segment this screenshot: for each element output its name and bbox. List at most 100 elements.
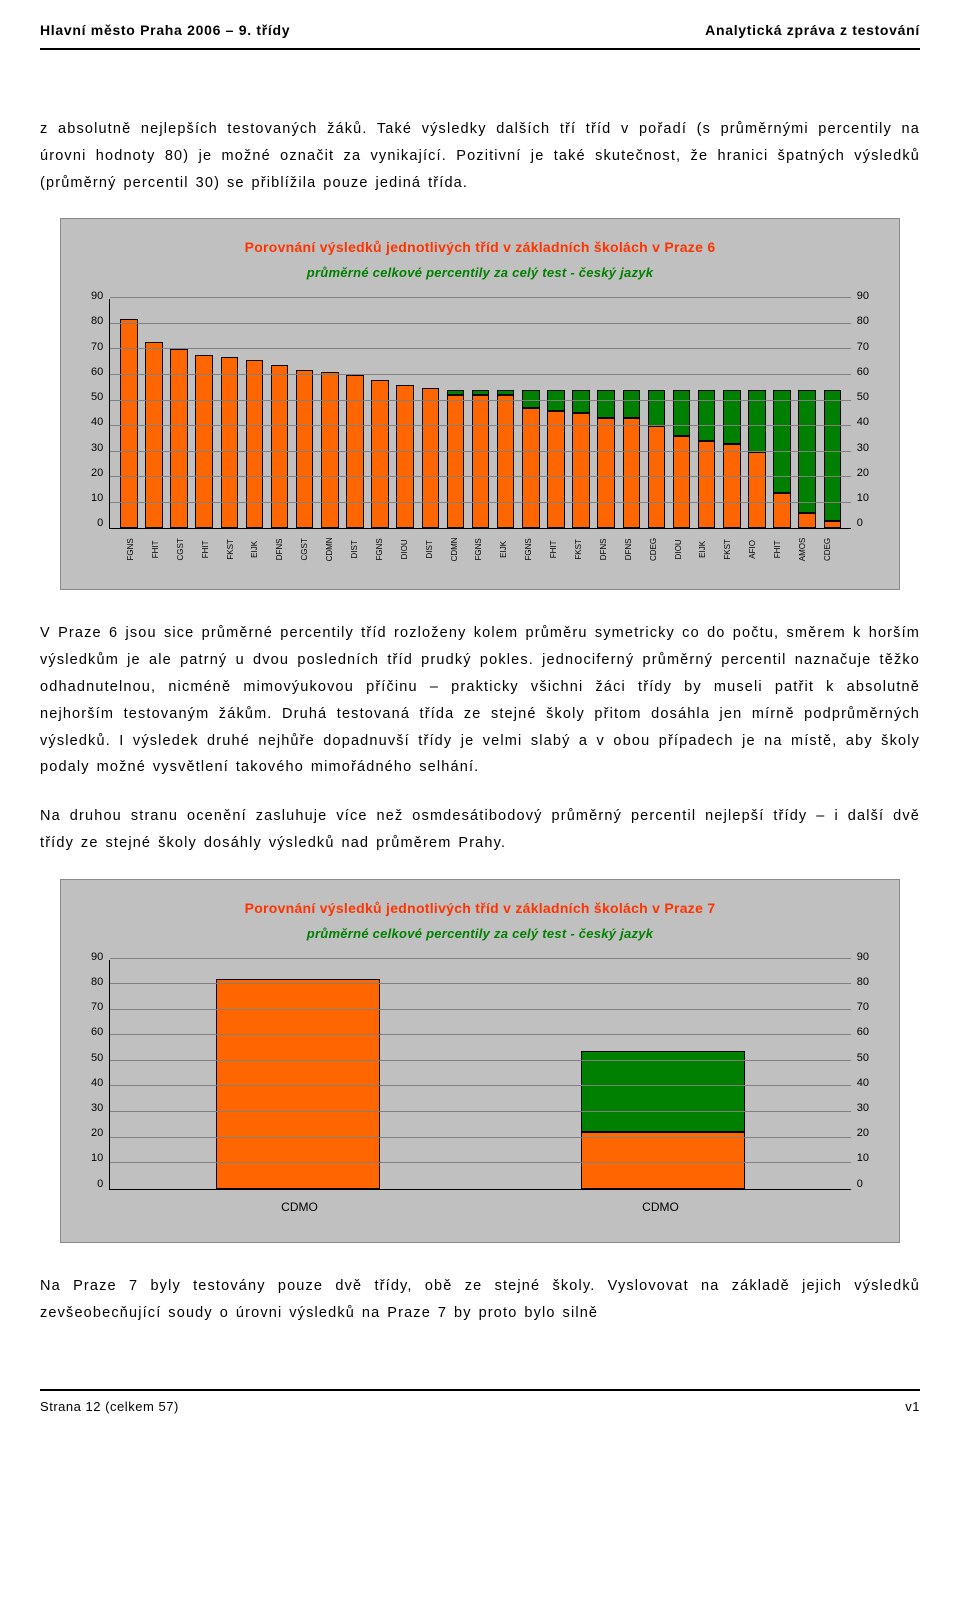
xtick-label: FHIT [547, 537, 562, 562]
ytick-label: 90 [857, 952, 869, 963]
ytick-label: 70 [91, 1002, 103, 1013]
ytick-label: 40 [91, 417, 103, 428]
grid-line [110, 297, 851, 298]
bar-segment-green [581, 1051, 745, 1133]
bar [623, 390, 641, 528]
ytick-label: 30 [857, 1103, 869, 1114]
ytick-label: 90 [857, 291, 869, 302]
ytick-label: 20 [857, 1128, 869, 1139]
bar-slot [192, 299, 217, 528]
bar-segment-orange [572, 413, 590, 528]
grid-line [110, 1009, 851, 1010]
xtick-label: FGNS [373, 537, 388, 562]
grid-line [110, 451, 851, 452]
bar-slot [292, 299, 317, 528]
bar-segment-orange [246, 360, 264, 529]
chart1-yaxis-right: 9080706050403020100 [851, 291, 869, 529]
page-header: Hlavní město Praha 2006 – 9. třídy Analy… [40, 18, 920, 44]
paragraph-1: z absolutně nejlepších testovaných žáků.… [40, 116, 920, 196]
ytick-label: 60 [857, 367, 869, 378]
bar [824, 390, 842, 528]
bar [698, 390, 716, 528]
ytick-label: 70 [857, 342, 869, 353]
chart-praha6: Porovnání výsledků jednotlivých tříd v z… [60, 218, 900, 590]
bar-slot [669, 299, 694, 528]
bar [422, 388, 440, 529]
chart1-xaxis: FGNSFHITCGSTFHITFKSTEIJKDFNSCGSTCDMNDIST… [113, 529, 847, 565]
bar-slot [481, 960, 845, 1189]
bar-segment-green [698, 390, 716, 441]
ytick-label: 60 [91, 1027, 103, 1038]
xtick-label: CGST [298, 537, 313, 562]
xtick-label: DIOU [672, 537, 687, 562]
bar [748, 390, 766, 528]
ytick-label: 0 [97, 518, 103, 529]
grid-line [110, 400, 851, 401]
bar-slot [217, 299, 242, 528]
grid-line [110, 1085, 851, 1086]
bar-segment-green [623, 390, 641, 418]
xtick-label: CDMN [323, 537, 338, 562]
bar-segment-orange [597, 418, 615, 528]
xtick-label: CDMO [119, 1196, 480, 1218]
bar [673, 390, 691, 528]
bar-segment-green [673, 390, 691, 436]
grid-line [110, 348, 851, 349]
ytick-label: 0 [97, 1179, 103, 1190]
bar-segment-green [648, 390, 666, 426]
grid-line [110, 958, 851, 959]
chart1-yaxis-left: 9080706050403020100 [91, 291, 109, 529]
ytick-label: 80 [857, 977, 869, 988]
bar-segment-orange [296, 370, 314, 528]
ytick-label: 50 [91, 1053, 103, 1064]
bar-slot [543, 299, 568, 528]
chart1-title: Porovnání výsledků jednotlivých tříd v z… [91, 235, 869, 261]
grid-line [110, 1162, 851, 1163]
bar-segment-green [547, 390, 565, 410]
paragraph-2: V Praze 6 jsou sice průměrné percentily … [40, 620, 920, 781]
xtick-label: FHIT [149, 537, 164, 562]
bar-segment-orange [120, 319, 138, 529]
xtick-label: FKST [224, 537, 239, 562]
xtick-label: CDMN [448, 537, 463, 562]
bar-slot [468, 299, 493, 528]
paragraph-3: Na druhou stranu ocenění zasluhuje více … [40, 803, 920, 857]
bar-segment-orange [581, 1132, 745, 1188]
chart1-subtitle: průměrné celkové percentily za celý test… [91, 261, 869, 285]
paragraph-4: Na Praze 7 byly testovány pouze dvě tříd… [40, 1273, 920, 1327]
ytick-label: 80 [91, 977, 103, 988]
ytick-label: 70 [91, 342, 103, 353]
ytick-label: 60 [857, 1027, 869, 1038]
chart2-plot-area [109, 960, 851, 1190]
ytick-label: 20 [857, 468, 869, 479]
bar-segment-orange [396, 385, 414, 528]
bar-slot [744, 299, 769, 528]
bar-slot [619, 299, 644, 528]
xtick-label: FKST [721, 537, 736, 562]
ytick-label: 0 [857, 518, 863, 529]
bar [572, 390, 590, 528]
header-rule [40, 48, 920, 50]
bar-segment-green [572, 390, 590, 413]
footer-rule [40, 1389, 920, 1391]
ytick-label: 80 [91, 316, 103, 327]
bar-segment-orange [422, 388, 440, 529]
xtick-label: DFNS [273, 537, 288, 562]
ytick-label: 80 [857, 316, 869, 327]
xtick-label: DFNS [597, 537, 612, 562]
xtick-label: AFIO [746, 537, 761, 562]
bar-segment-orange [623, 418, 641, 528]
ytick-label: 70 [857, 1002, 869, 1013]
bar [773, 390, 791, 528]
ytick-label: 10 [857, 493, 869, 504]
bar-segment-green [723, 390, 741, 444]
xtick-label: DFNS [622, 537, 637, 562]
bar-segment-orange [271, 365, 289, 529]
bar-slot [770, 299, 795, 528]
header-right: Analytická zpráva z testování [705, 18, 920, 44]
bar [271, 365, 289, 529]
bar [145, 342, 163, 529]
xtick-label: DIST [348, 537, 363, 562]
bar-segment-green [773, 390, 791, 492]
ytick-label: 50 [91, 392, 103, 403]
